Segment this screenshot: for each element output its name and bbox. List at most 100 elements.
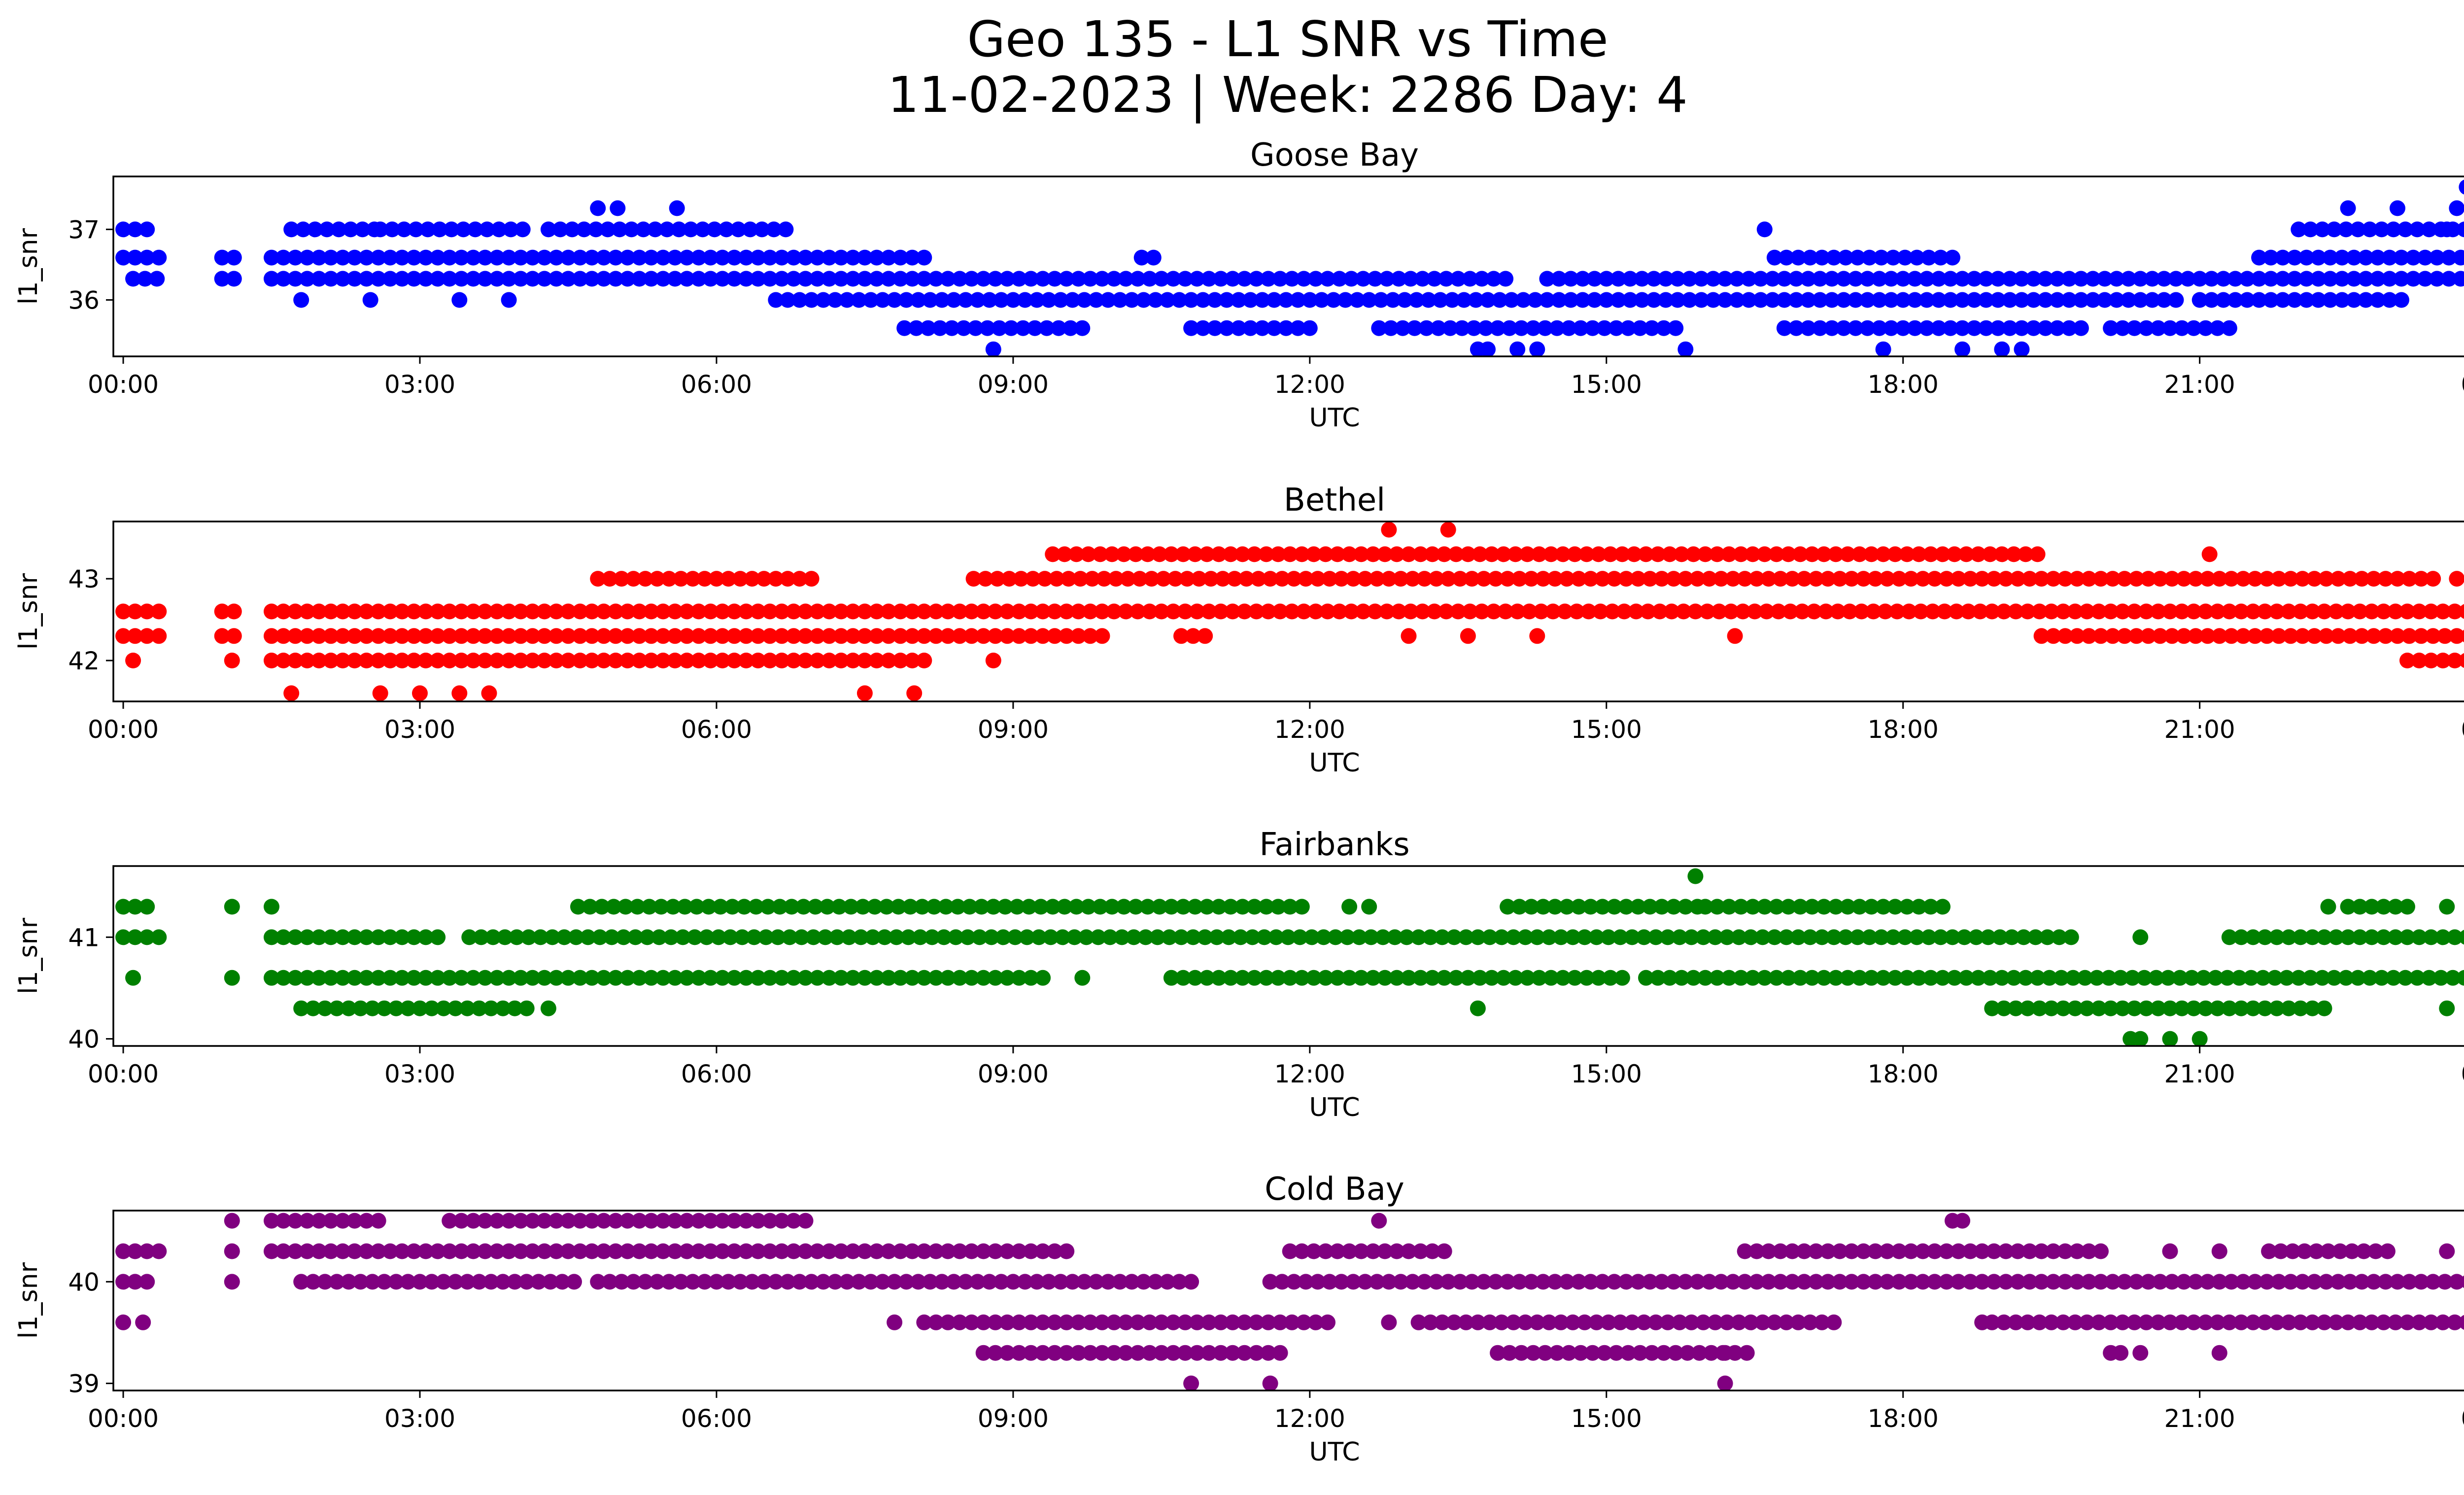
data-point — [1954, 341, 1971, 356]
data-point — [608, 271, 624, 287]
data-point — [1780, 970, 1796, 986]
data-point — [940, 628, 956, 644]
data-point — [1760, 1274, 1777, 1290]
data-point — [631, 628, 648, 644]
data-point — [1660, 1314, 1676, 1330]
data-point — [690, 1243, 707, 1259]
data-point — [863, 292, 879, 308]
data-point — [1500, 899, 1516, 915]
data-point — [881, 970, 897, 986]
data-point — [115, 628, 132, 644]
data-point — [1911, 970, 1927, 986]
data-point — [1523, 571, 1540, 587]
data-point — [1515, 292, 1532, 308]
data-point — [1658, 292, 1674, 308]
data-point — [430, 628, 446, 644]
data-point — [275, 929, 292, 945]
data-point — [135, 1314, 151, 1330]
data-point — [809, 603, 825, 620]
data-point — [1567, 970, 1583, 986]
data-point — [952, 603, 968, 620]
data-point — [1741, 271, 1757, 287]
data-point — [1745, 970, 1761, 986]
data-point — [2162, 1314, 2178, 1330]
data-point — [2079, 603, 2095, 620]
data-point — [1679, 1345, 1696, 1361]
data-point — [746, 929, 762, 945]
data-point — [1007, 929, 1023, 945]
data-point — [214, 628, 230, 644]
data-point — [596, 970, 612, 986]
data-point — [1800, 320, 1816, 336]
data-point — [946, 1274, 962, 1290]
data-point — [889, 929, 905, 945]
data-point — [1027, 320, 1043, 336]
data-point — [151, 628, 167, 644]
data-point — [1444, 292, 1460, 308]
data-point — [1059, 628, 1075, 644]
data-point — [2381, 249, 2397, 266]
data-point — [2045, 1243, 2061, 1259]
data-point — [2316, 1000, 2332, 1016]
data-point — [1569, 603, 1585, 620]
data-point — [1187, 899, 1203, 915]
data-point — [2093, 571, 2109, 587]
data-point — [311, 249, 327, 266]
data-point — [1317, 546, 1334, 562]
data-point — [975, 1314, 992, 1330]
data-point — [1745, 546, 1761, 562]
data-point — [2162, 1243, 2178, 1259]
data-point — [1709, 546, 1725, 562]
data-point — [491, 221, 507, 238]
data-point — [1128, 546, 1144, 562]
data-point — [856, 970, 873, 986]
data-point — [364, 1000, 380, 1016]
data-point — [2132, 929, 2149, 945]
data-point — [1525, 320, 1541, 336]
data-point — [1207, 320, 1223, 336]
data-point — [2449, 1274, 2464, 1290]
data-point — [1875, 546, 1891, 562]
data-point — [702, 249, 719, 266]
data-point — [1814, 1314, 1830, 1330]
data-point — [406, 653, 422, 668]
data-point — [1011, 1345, 1027, 1361]
data-point — [1114, 929, 1130, 945]
data-point — [1258, 546, 1274, 562]
data-point — [1041, 1274, 1057, 1290]
data-point — [1920, 929, 1937, 945]
data-point — [1519, 970, 1536, 986]
data-point — [394, 271, 410, 287]
data-point — [1381, 571, 1397, 587]
data-point — [856, 1243, 873, 1259]
data-point — [1529, 1314, 1545, 1330]
data-point — [706, 221, 722, 238]
data-point — [2191, 271, 2208, 287]
data-point — [1248, 271, 1265, 287]
data-point — [635, 221, 651, 238]
data-point — [275, 653, 292, 668]
data-point — [1242, 320, 1259, 336]
data-point — [1345, 571, 1362, 587]
x-tick-label: 00:00 — [2461, 370, 2464, 399]
data-point — [2390, 200, 2405, 216]
data-point — [1598, 271, 1614, 287]
data-point — [335, 1213, 351, 1229]
data-point — [2367, 1243, 2384, 1259]
data-point — [2302, 970, 2319, 986]
data-point — [916, 1243, 932, 1259]
data-point — [1984, 1000, 2000, 1016]
data-point — [1772, 1243, 1788, 1259]
data-point — [1551, 292, 1567, 308]
data-point — [1135, 292, 1152, 308]
data-point — [719, 221, 734, 238]
data-point — [1676, 603, 1692, 620]
data-point — [1606, 899, 1622, 915]
data-point — [1737, 1274, 1753, 1290]
data-point — [264, 653, 279, 668]
data-point — [819, 899, 835, 915]
data-point — [797, 970, 814, 986]
data-point — [1887, 970, 1903, 986]
data-point — [1654, 899, 1670, 915]
data-point — [584, 603, 600, 620]
